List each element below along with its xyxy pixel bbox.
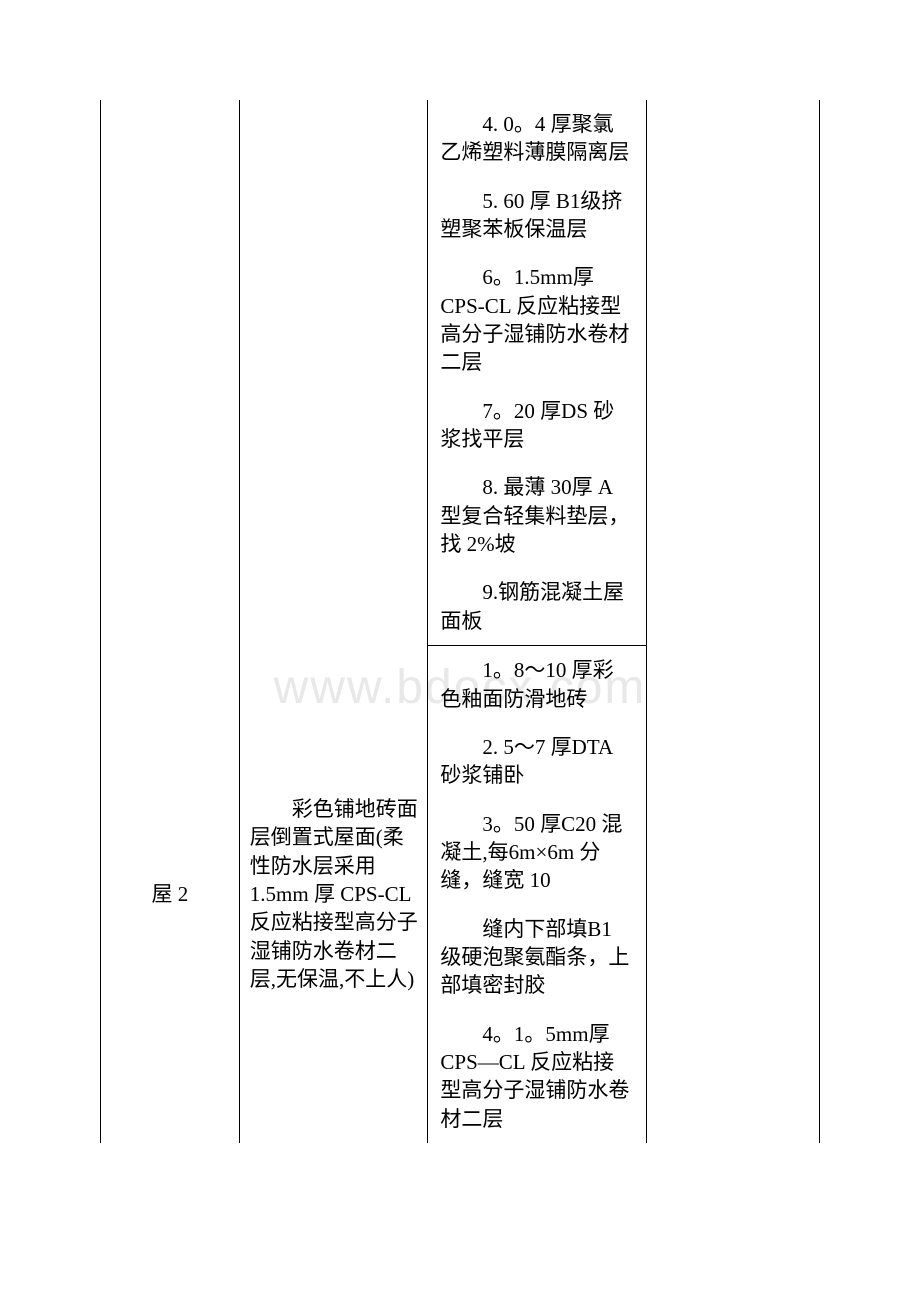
layer-item: 4。1。5mm厚 CPS—CL 反应粘接型高分子湿铺防水卷材二层 xyxy=(440,1020,633,1133)
cell-remark xyxy=(646,646,819,1143)
layer-item: 缝内下部填B1 级硬泡聚氨酯条，上部填密封胶 xyxy=(440,915,633,1000)
cell-text: 屋 2 xyxy=(101,870,239,918)
cell-code: 屋 2 xyxy=(101,646,240,1143)
cell-code xyxy=(101,100,240,646)
table-row: 4. 0。4 厚聚氯乙烯塑料薄膜隔离层 5. 60 厚 B1级挤塑聚苯板保温层 … xyxy=(101,100,820,646)
layer-item: 5. 60 厚 B1级挤塑聚苯板保温层 xyxy=(440,187,633,244)
layer-item: 6。1.5mm厚 CPS-CL 反应粘接型高分子湿铺防水卷材二层 xyxy=(440,263,633,376)
layer-item: 3。50 厚C20 混凝土,每6m×6m 分缝，缝宽 10 xyxy=(440,810,633,895)
cell-text: 彩色铺地砖面层倒置式屋面(柔性防水层采用1.5mm 厚 CPS-CL 反应粘接型… xyxy=(240,785,428,1003)
cell-remark xyxy=(646,100,819,646)
layer-item: 4. 0。4 厚聚氯乙烯塑料薄膜隔离层 xyxy=(440,110,633,167)
layer-item: 2. 5～7 厚DTA 砂浆铺卧 xyxy=(440,733,633,790)
layer-item: 7。20 厚DS 砂浆找平层 xyxy=(440,397,633,454)
cell-text xyxy=(647,363,819,383)
layer-item: 1。8～10 厚彩色釉面防滑地砖 xyxy=(440,656,633,713)
cell-text xyxy=(101,363,239,383)
layer-item: 8. 最薄 30厚 A 型复合轻集料垫层，找 2%坡 xyxy=(440,473,633,558)
table-row: 屋 2 彩色铺地砖面层倒置式屋面(柔性防水层采用1.5mm 厚 CPS-CL 反… xyxy=(101,646,820,1143)
cell-desc xyxy=(239,100,428,646)
cell-layers: 4. 0。4 厚聚氯乙烯塑料薄膜隔离层 5. 60 厚 B1级挤塑聚苯板保温层 … xyxy=(428,100,646,646)
layer-item: 9.钢筋混凝土屋面板 xyxy=(440,578,633,635)
spec-table: 4. 0。4 厚聚氯乙烯塑料薄膜隔离层 5. 60 厚 B1级挤塑聚苯板保温层 … xyxy=(100,100,820,1143)
cell-layers: 1。8～10 厚彩色釉面防滑地砖 2. 5～7 厚DTA 砂浆铺卧 3。50 厚… xyxy=(428,646,646,1143)
cell-desc: 彩色铺地砖面层倒置式屋面(柔性防水层采用1.5mm 厚 CPS-CL 反应粘接型… xyxy=(239,646,428,1143)
cell-text xyxy=(647,884,819,904)
cell-text xyxy=(240,363,428,383)
